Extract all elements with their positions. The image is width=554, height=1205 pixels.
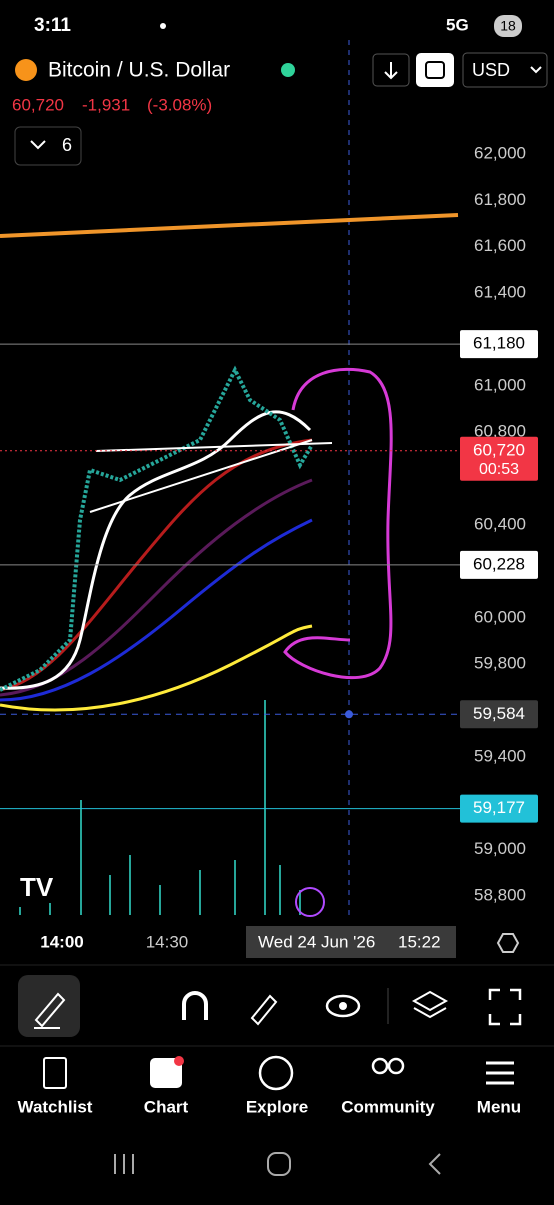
price-candles [0, 365, 314, 692]
explore-icon[interactable] [258, 1055, 294, 1091]
dot [160, 23, 166, 29]
crosshair-time-tag [246, 926, 456, 958]
eye-pupil [339, 1002, 347, 1010]
clock: 3:11 [34, 15, 71, 36]
menu-icon[interactable] [486, 1061, 514, 1085]
price: 60,720 [12, 95, 64, 114]
nav-label: Explore [246, 1097, 308, 1116]
community-icon[interactable] [371, 1057, 389, 1075]
hand-drawing [283, 367, 393, 680]
change: -1,931 [82, 95, 130, 114]
price-tick-label: 61,000 [474, 375, 526, 394]
chart-badge [174, 1056, 184, 1066]
price-tag-label: 61,180 [473, 334, 525, 353]
price-tick-label: 60,800 [474, 422, 526, 441]
price-tick-label: 62,000 [474, 143, 526, 162]
time-label: 14:30 [146, 932, 189, 951]
countdown: 00:53 [479, 461, 519, 478]
battery [494, 15, 522, 37]
magnet-icon[interactable] [182, 991, 208, 1020]
price-tag-label: 60,720 [473, 440, 525, 459]
price-tag [460, 794, 538, 823]
crosshair-time: 15:22 [398, 932, 441, 951]
nav-label: Watchlist [18, 1097, 93, 1116]
ma-blue [0, 518, 313, 702]
community-icon-2 [387, 1057, 405, 1075]
price-tick-label: 59,000 [474, 839, 526, 858]
btc-icon [15, 59, 37, 81]
time-label: 14:00 [40, 932, 83, 951]
logo: TV [20, 872, 54, 902]
trendline-top [95, 442, 333, 452]
chart-icon[interactable] [150, 1058, 182, 1088]
volume-bars [19, 700, 301, 915]
price-tag-label: 59,584 [473, 704, 525, 723]
nav-label: Chart [144, 1097, 189, 1116]
price-tick-label: 59,400 [474, 746, 526, 765]
ma-white [0, 410, 312, 690]
crosshair-date: Wed 24 Jun '26 [258, 932, 375, 951]
price-tick-label: 61,400 [474, 283, 526, 302]
symbol[interactable]: Bitcoin / U.S. Dollar [48, 59, 230, 82]
layers-icon[interactable] [411, 990, 449, 1019]
sys-home[interactable] [267, 1152, 291, 1176]
price-tick-label: 59,800 [474, 654, 526, 673]
price-tag-label: 60,228 [473, 554, 525, 573]
pen-icon [34, 992, 66, 1029]
battery-level: 18 [500, 18, 516, 34]
toggle-icon [30, 140, 46, 150]
price-tag [460, 436, 538, 481]
price-tag [460, 700, 538, 729]
network: 5G [446, 15, 469, 34]
chart-area: TV [0, 40, 459, 920]
indicator-count: 6 [62, 135, 72, 155]
nav-label: Menu [477, 1097, 521, 1116]
price-tick-label: 61,600 [474, 236, 526, 255]
currency-select[interactable] [462, 52, 548, 88]
down-button[interactable] [372, 53, 410, 87]
ma-yellow [0, 624, 313, 712]
replay-button[interactable] [416, 53, 454, 87]
down-icon [384, 62, 398, 80]
ai-button[interactable] [295, 887, 325, 917]
fullscreen-icon[interactable] [488, 988, 522, 1026]
crosshair-dot [345, 710, 353, 719]
market-status [281, 63, 295, 77]
replay-icon [425, 61, 445, 79]
eye-icon[interactable] [325, 994, 361, 1018]
indicator-toggle[interactable] [14, 126, 82, 166]
settings-icon[interactable] [496, 933, 520, 953]
nav-label: Community [341, 1097, 435, 1116]
price-tag [460, 330, 538, 359]
price-tick-label: 58,800 [474, 886, 526, 905]
currency: USD [472, 60, 510, 80]
ma-orange [0, 213, 459, 238]
price-tag-label: 59,177 [473, 798, 525, 817]
change-percent: (-3.08%) [147, 95, 212, 114]
trendline-bottom [89, 439, 313, 513]
chevron [530, 66, 542, 74]
price-tick-label: 60,400 [474, 514, 526, 533]
lock-draw-icon[interactable] [250, 994, 278, 1026]
price-tag [460, 550, 538, 579]
sys-back[interactable] [428, 1153, 441, 1175]
sys-recent[interactable] [114, 1154, 134, 1174]
price-tick-label: 60,000 [474, 607, 526, 626]
watchlist-icon[interactable] [43, 1057, 67, 1089]
price-tick-label: 61,800 [474, 190, 526, 209]
ma-red [0, 438, 313, 692]
